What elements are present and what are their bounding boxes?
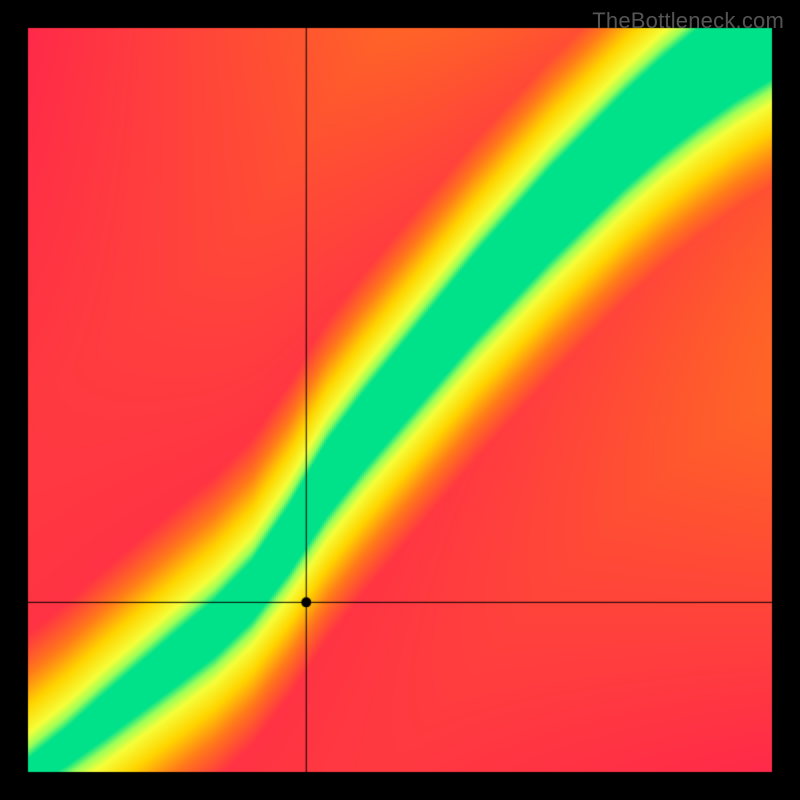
chart-container: TheBottleneck.com xyxy=(0,0,800,800)
bottleneck-heatmap xyxy=(0,0,800,800)
watermark-text: TheBottleneck.com xyxy=(592,8,784,34)
